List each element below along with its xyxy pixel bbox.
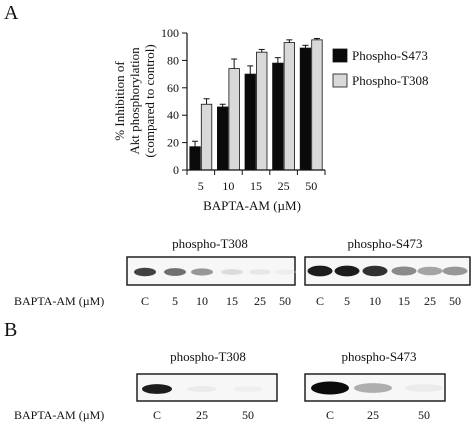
- y-tick-label: 40: [167, 108, 179, 122]
- lane-label: 15: [398, 294, 410, 308]
- bars: [189, 37, 323, 171]
- blot-band: [354, 383, 392, 393]
- x-tick-label: 50: [305, 179, 317, 193]
- blot-a-left-bands: [134, 267, 296, 277]
- lane-label: 50: [279, 294, 291, 308]
- y-axis-label-line: Akt phosphorylation: [127, 47, 142, 155]
- lane-label: 25: [367, 408, 379, 422]
- y-tick-label: 80: [167, 53, 179, 67]
- blot-band: [187, 386, 217, 392]
- lane-label: 50: [418, 408, 430, 422]
- y-axis-label-line: (compared to control): [142, 44, 157, 157]
- blot-band: [142, 384, 172, 394]
- blot-b-row-label: BAPTA-AM (µM): [14, 408, 104, 422]
- blot-a-right-bands: [307, 265, 468, 277]
- bar-t308: [256, 51, 268, 171]
- x-axis-label: BAPTA-AM (µM): [203, 198, 301, 213]
- y-tick-label: 0: [173, 163, 179, 177]
- panel-letter-a: A: [4, 2, 19, 24]
- lane-label: C: [153, 408, 161, 422]
- lane-label: C: [326, 408, 334, 422]
- blot-band: [405, 384, 443, 392]
- blot-b-right-lane-labels: C 25 50: [326, 408, 430, 422]
- bar-s473: [189, 146, 201, 171]
- blot-band: [233, 386, 263, 392]
- panel-letter-b: B: [4, 319, 17, 341]
- blot-band: [417, 266, 443, 276]
- legend-swatch: [332, 73, 348, 88]
- legend-label: Phospho-S473: [352, 48, 428, 63]
- y-tick-label: 100: [161, 26, 179, 40]
- blot-band: [164, 268, 186, 276]
- lane-label: 25: [424, 294, 436, 308]
- blot-band: [362, 265, 388, 277]
- blot-band: [134, 267, 156, 277]
- lane-label: 25: [196, 408, 208, 422]
- blot-b-left-bands: [142, 384, 263, 394]
- blot-b-title-left: phospho-T308: [170, 349, 246, 364]
- blot-b-title-right: phospho-S473: [341, 349, 416, 364]
- lane-label: 5: [344, 294, 350, 308]
- bar-s473: [299, 47, 312, 171]
- blot-band: [311, 381, 349, 395]
- bar-t308: [228, 68, 240, 171]
- blot-a-left-lane-labels: C 5 10 15 25 50: [141, 294, 291, 308]
- blot-b-left-lane-labels: C 25 50: [153, 408, 254, 422]
- lane-label: 5: [172, 294, 178, 308]
- legend-swatch: [332, 48, 348, 63]
- lane-label: 10: [369, 294, 381, 308]
- x-tick-label: 10: [222, 179, 234, 193]
- blot-a-right-lane-labels: C 5 10 15 25 50: [316, 294, 461, 308]
- x-axis: 5 10 15 25 50: [186, 169, 326, 193]
- blot-band: [391, 266, 417, 276]
- y-axis: 0 20 40 60 80 100: [161, 26, 188, 177]
- bar-chart: % Inhibition of Akt phosphorylation (compa…: [112, 26, 429, 213]
- bar-s473: [244, 73, 256, 171]
- y-axis-label-line: % Inhibition of: [112, 61, 127, 141]
- blot-band: [274, 269, 296, 275]
- bar-t308: [200, 103, 213, 171]
- blot-b-right-bands: [311, 381, 443, 395]
- blot-a-title-left: phospho-T308: [172, 236, 248, 251]
- blot-band: [221, 269, 243, 275]
- lane-label: C: [316, 294, 324, 308]
- bar-t308: [283, 42, 296, 171]
- lane-label: 10: [196, 294, 208, 308]
- x-tick-label: 25: [278, 179, 290, 193]
- bar-s473: [216, 106, 229, 171]
- y-axis-label: % Inhibition of Akt phosphorylation (compa…: [112, 44, 157, 157]
- lane-label: C: [141, 294, 149, 308]
- lane-label: 50: [449, 294, 461, 308]
- y-tick-label: 20: [167, 136, 179, 150]
- lane-label: 50: [242, 408, 254, 422]
- blot-band: [249, 269, 271, 275]
- x-tick-label: 5: [198, 179, 204, 193]
- x-tick-label: 15: [250, 179, 262, 193]
- blot-band: [191, 268, 213, 276]
- lane-label: 15: [226, 294, 238, 308]
- blot-a-title-right: phospho-S473: [347, 236, 422, 251]
- y-tick-label: 60: [167, 81, 179, 95]
- bar-t308: [311, 39, 323, 171]
- bar-s473: [272, 62, 284, 171]
- blot-band: [442, 266, 468, 276]
- legend-label: Phospho-T308: [352, 73, 429, 88]
- lane-label: 25: [254, 294, 266, 308]
- blot-band: [334, 265, 360, 277]
- blot-a-row-label: BAPTA-AM (µM): [14, 294, 104, 308]
- legend: Phospho-S473 Phospho-T308: [332, 48, 429, 88]
- blot-band: [307, 265, 333, 277]
